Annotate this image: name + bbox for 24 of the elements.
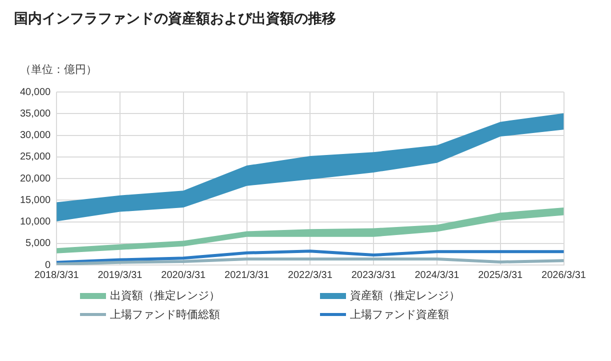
y-tick-label: 15,000 bbox=[20, 194, 52, 206]
x-tick-label: 2026/3/31 bbox=[542, 270, 586, 281]
legend-label: 資産額（推定レンジ） bbox=[350, 288, 460, 303]
y-tick-label: 30,000 bbox=[20, 130, 52, 141]
legend-label: 上場ファンド時価総額 bbox=[110, 307, 220, 322]
x-tick-label: 2024/3/31 bbox=[414, 270, 460, 281]
chart-title: 国内インフラファンドの資産額および出資額の推移 bbox=[14, 10, 336, 28]
legend-label: 上場ファンド資産額 bbox=[350, 307, 449, 322]
x-tick-label: 2021/3/31 bbox=[224, 270, 270, 281]
y-tick-label: 35,000 bbox=[20, 108, 52, 120]
y-tick-label: 25,000 bbox=[20, 152, 52, 163]
y-tick-label: 5,000 bbox=[26, 238, 52, 250]
y-tick-label: 40,000 bbox=[20, 86, 52, 98]
y-tick-label: 10,000 bbox=[20, 216, 52, 228]
x-tick-label: 2018/3/31 bbox=[34, 270, 80, 281]
x-tick-label: 2023/3/31 bbox=[351, 270, 396, 281]
x-tick-label: 2020/3/31 bbox=[161, 270, 206, 281]
x-tick-label: 2025/3/31 bbox=[478, 270, 524, 281]
y-tick-label: 0 bbox=[45, 260, 52, 271]
y-axis-title: （単位：億円） bbox=[20, 62, 97, 77]
legend-label: 出資額（推定レンジ） bbox=[110, 288, 220, 303]
x-tick-label: 2019/3/31 bbox=[98, 270, 143, 281]
y-tick-label: 20,000 bbox=[20, 173, 52, 184]
x-tick-label: 2022/3/31 bbox=[288, 270, 333, 281]
